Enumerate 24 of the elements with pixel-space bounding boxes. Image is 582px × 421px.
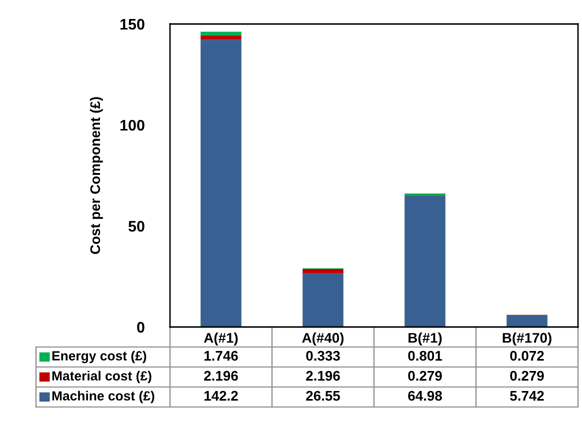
y-tick-label: 100: [120, 120, 144, 131]
data-label: 0.333: [306, 350, 340, 361]
data-label: 1.746: [204, 350, 238, 361]
data-label: 142.2: [204, 390, 238, 401]
x-tick-label: A(#1): [204, 332, 238, 346]
y-tick-label: 150: [120, 18, 144, 30]
y-axis-title: Cost per Component (£): [90, 97, 103, 254]
data-label: 2.196: [204, 370, 238, 381]
data-label: 0.279: [510, 370, 544, 381]
legend-label: Machine cost (£): [52, 390, 154, 404]
data-label: 0.801: [408, 350, 442, 361]
y-tick-label: 0: [137, 322, 144, 333]
data-label: 0.072: [510, 350, 544, 361]
data-label: 64.98: [408, 390, 442, 401]
data-label: 2.196: [306, 370, 340, 381]
x-tick-label: B(#1): [408, 332, 442, 346]
legend-label: Material cost (£): [52, 370, 152, 384]
data-label: 5.742: [510, 390, 544, 401]
y-tick-label: 50: [128, 220, 144, 232]
legend-label: Energy cost (£): [52, 350, 146, 364]
x-tick-label: B(#170): [502, 332, 552, 346]
data-label: 0.279: [408, 370, 442, 381]
data-label: 26.55: [306, 390, 340, 401]
x-tick-label: A(#40): [302, 332, 344, 346]
